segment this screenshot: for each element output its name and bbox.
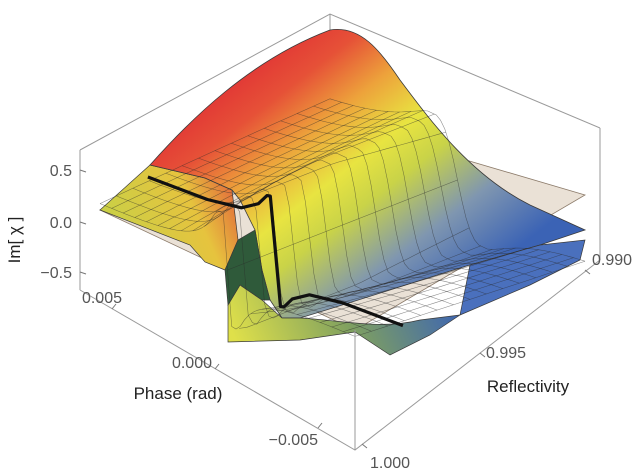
mesh-line-reflectivity	[215, 131, 446, 212]
z-tick-2	[79, 271, 87, 275]
x-axis: 0.005 0.000 −0.005 Phase (rad)	[82, 290, 323, 449]
mesh-line-reflectivity	[180, 111, 412, 232]
mesh-line-reflectivity	[99, 98, 331, 204]
y-tick-1	[479, 352, 486, 358]
x-tick-label: 0.000	[172, 355, 212, 372]
z-tick-0	[79, 169, 87, 173]
mesh-line-reflectivity	[157, 111, 389, 226]
mesh-line-reflectivity	[239, 227, 470, 329]
y-axis-title: Reflectivity	[487, 377, 570, 396]
z-tick-1	[79, 221, 87, 225]
x-tick-label: 0.005	[82, 290, 122, 307]
y-tick-label: 1.000	[370, 455, 410, 470]
bounding-box-front	[79, 150, 601, 451]
z-axis: 0.5 0.0 −0.5 Im[ χ ]	[5, 163, 87, 282]
mesh-line-reflectivity	[134, 107, 365, 218]
mesh-line-reflectivity	[123, 105, 354, 214]
mesh-line-reflectivity	[169, 111, 400, 229]
box-front-edges	[79, 150, 601, 451]
surface-dip	[224, 229, 271, 307]
mesh-line-reflectivity	[204, 113, 435, 227]
mesh-line-reflectivity	[273, 248, 504, 310]
mesh-line-reflectivity	[296, 248, 528, 315]
y-axis: 0.990 0.995 1.000 Reflectivity	[361, 252, 632, 470]
mesh-line-reflectivity	[250, 245, 481, 314]
z-tick-label: −0.5	[40, 265, 72, 282]
z-axis-title: Im[ χ ]	[5, 217, 24, 264]
y-tick-2	[361, 443, 368, 449]
mesh-line-reflectivity	[192, 110, 423, 232]
y-tick-label: 0.990	[592, 252, 632, 269]
x-tick-1	[214, 363, 220, 370]
surface-ridge	[149, 28, 587, 319]
mesh-line-reflectivity	[111, 102, 342, 209]
y-tick-label: 0.995	[486, 345, 526, 362]
mesh-line-reflectivity	[227, 179, 458, 271]
y-tick-0	[584, 269, 591, 275]
surface	[99, 28, 587, 356]
z-tick-label: 0.5	[50, 163, 72, 180]
mesh-line-reflectivity	[285, 247, 516, 312]
z-tick-label: 0.0	[50, 215, 72, 232]
x-tick-2	[317, 422, 323, 429]
mesh-line-reflectivity	[354, 260, 586, 337]
x-axis-title: Phase (rad)	[134, 384, 223, 403]
mesh-line-reflectivity	[146, 110, 377, 222]
mesh-line-reflectivity	[331, 254, 562, 328]
x-tick-0	[111, 303, 117, 310]
mesh-line-reflectivity	[343, 257, 574, 332]
surface-front-trough	[227, 284, 461, 356]
highlighted-curve	[147, 175, 404, 328]
x-tick-label: −0.005	[269, 432, 318, 449]
mesh-line-reflectivity	[308, 249, 539, 319]
mesh-line-reflectivity	[320, 251, 551, 323]
